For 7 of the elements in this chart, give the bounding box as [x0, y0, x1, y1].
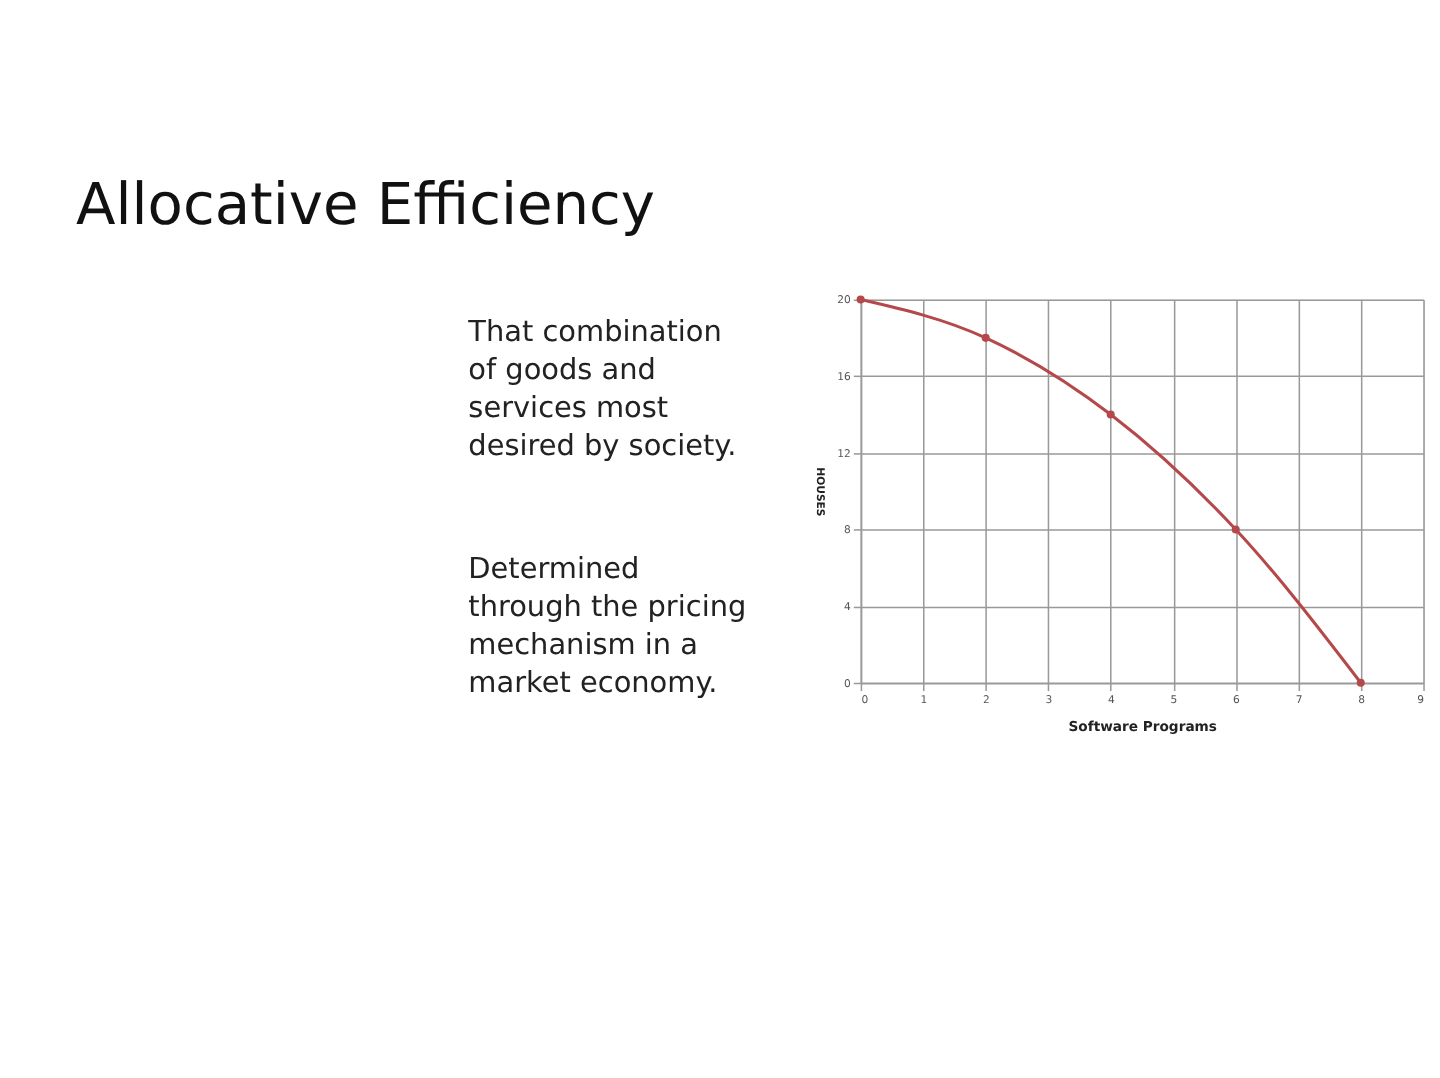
point — [981, 333, 990, 342]
text: That combination of goods and services most desired by society. — [466, 316, 737, 463]
text: Determined through the pricing mechanism in a market economy. — [468, 553, 747, 700]
point — [1356, 678, 1365, 687]
point — [1106, 410, 1115, 419]
point — [1231, 525, 1240, 534]
text: Allocative Efficiency — [76, 169, 656, 238]
